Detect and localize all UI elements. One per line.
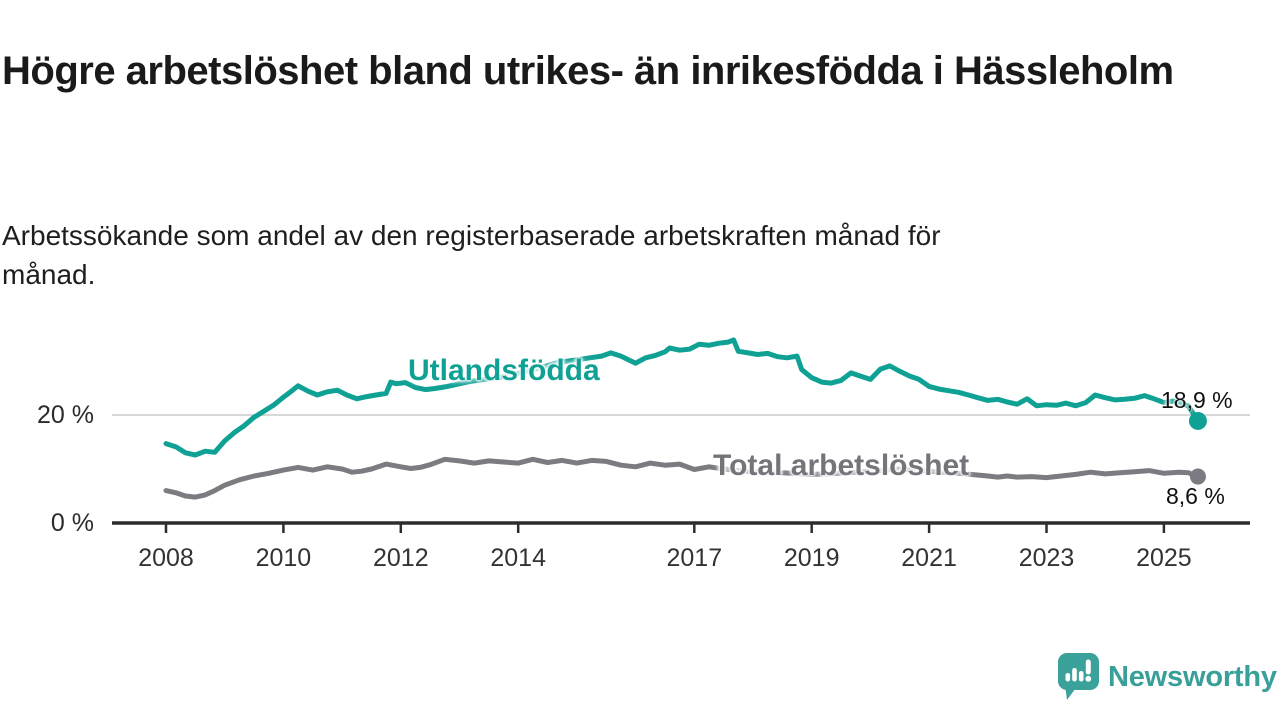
end-value-label-total: 8,6 %: [1166, 483, 1225, 509]
x-tick-label-2023: 2023: [1019, 544, 1075, 572]
series-label-total-arbetsloshet: Total arbetslöshet: [713, 449, 970, 482]
x-tick-label-2017: 2017: [666, 544, 722, 572]
chart-subtitle: Arbetssökande som andel av den registerb…: [2, 220, 941, 291]
series-end-dots: [1188, 411, 1207, 485]
x-axis-tick-labels: 2008 2010 2012 2014 2017 2019 2021 2023 2025: [138, 544, 1192, 572]
page-title: Högre arbetslöshet bland utrikes- än inr…: [2, 48, 1174, 93]
x-tick-label-2012: 2012: [373, 544, 429, 572]
x-tick-label-2019: 2019: [784, 544, 840, 572]
x-tick-label-2008: 2008: [138, 544, 194, 572]
x-tick-label-2021: 2021: [901, 544, 957, 572]
end-dot-utlandsfodda: [1188, 411, 1207, 430]
y-tick-label-20: 20 %: [37, 401, 94, 429]
x-tick-label-2010: 2010: [256, 544, 312, 572]
end-value-label-utlandsfodda: 18,9 %: [1161, 387, 1233, 413]
y-tick-label-0: 0 %: [51, 509, 94, 537]
x-axis-ticks: [164, 524, 1166, 533]
x-tick-label-2025: 2025: [1136, 544, 1192, 572]
newsworthy-logo-text: Newsworthy: [1108, 661, 1277, 693]
series-line-total: [163, 456, 1201, 500]
x-tick-label-2014: 2014: [490, 544, 546, 572]
y-axis-labels: 0 % 20 %: [37, 401, 94, 537]
series-lines: [163, 337, 1201, 500]
newsworthy-logo: Newsworthy: [1057, 652, 1277, 702]
series-label-utlandsfodda: Utlandsfödda: [408, 354, 600, 387]
newsworthy-speech-bubble-chart-icon: [1058, 653, 1099, 700]
series-line-utlandsfodda: [163, 337, 1201, 458]
end-dot-total: [1189, 468, 1206, 485]
